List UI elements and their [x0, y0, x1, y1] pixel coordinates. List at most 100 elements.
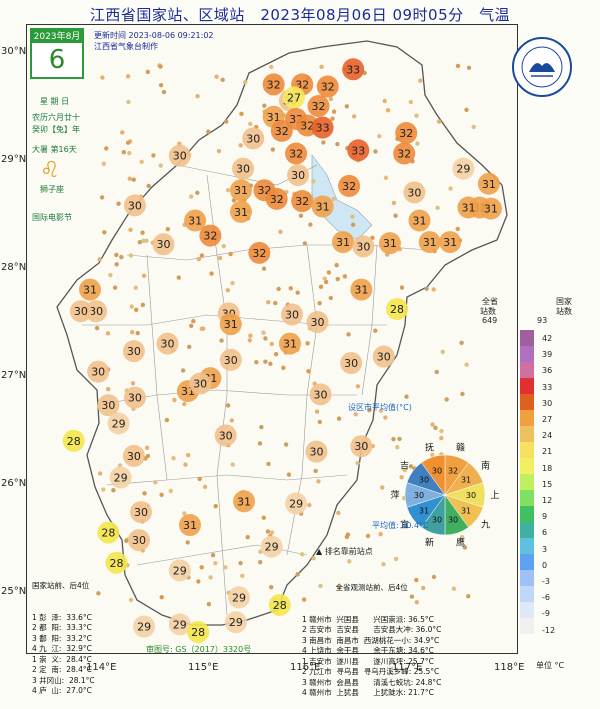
station-circle[interactable]	[85, 300, 108, 323]
station-value: 28	[191, 626, 205, 639]
station-circle[interactable]	[403, 181, 426, 204]
station-circle[interactable]	[283, 86, 306, 109]
station-dot	[112, 285, 118, 290]
station-dot	[286, 472, 292, 477]
legend-swatch	[520, 442, 534, 458]
station-circle[interactable]	[477, 172, 500, 195]
station-circle[interactable]	[265, 187, 288, 210]
map-frame[interactable]: 3332323230322731323232333330323232303030…	[26, 24, 518, 654]
station-circle[interactable]	[122, 340, 145, 363]
station-circle[interactable]	[107, 412, 130, 435]
station-circle[interactable]	[287, 164, 310, 187]
station-circle[interactable]	[242, 127, 265, 150]
station-circle[interactable]	[122, 444, 145, 467]
station-circle[interactable]	[69, 300, 92, 323]
station-circle[interactable]	[439, 231, 462, 254]
station-circle[interactable]	[307, 95, 330, 117]
station-circle[interactable]	[199, 224, 222, 247]
station-circle[interactable]	[350, 435, 373, 458]
station-circle[interactable]	[281, 303, 303, 326]
station-circle[interactable]	[305, 440, 328, 463]
station-circle[interactable]	[316, 75, 339, 98]
station-dot	[295, 572, 300, 577]
station-circle[interactable]	[395, 122, 418, 144]
station-dot	[308, 222, 313, 227]
station-dot	[460, 391, 465, 397]
station-dot	[230, 280, 235, 286]
pie-value: 30	[414, 491, 424, 500]
station-value: 31	[413, 214, 427, 227]
station-circle[interactable]	[268, 593, 291, 616]
station-circle[interactable]	[187, 620, 210, 643]
station-circle[interactable]	[123, 194, 146, 217]
station-circle[interactable]	[87, 360, 110, 383]
station-circle[interactable]	[338, 174, 361, 197]
station-dot	[146, 183, 151, 189]
station-circle[interactable]	[105, 551, 128, 574]
station-circle[interactable]	[393, 142, 416, 165]
station-circle[interactable]	[378, 232, 401, 255]
station-circle[interactable]	[340, 352, 363, 375]
station-circle[interactable]	[248, 241, 271, 264]
station-dot	[144, 445, 150, 451]
legend-swatch	[520, 362, 534, 378]
station-circle[interactable]	[309, 383, 332, 406]
station-circle[interactable]	[219, 348, 242, 371]
station-dot	[382, 98, 387, 104]
station-circle[interactable]	[168, 559, 191, 582]
station-circle[interactable]	[306, 311, 329, 333]
station-circle[interactable]	[152, 233, 175, 256]
station-circle[interactable]	[219, 313, 242, 336]
station-value: 30	[132, 534, 146, 547]
station-circle[interactable]	[350, 278, 373, 301]
station-circle[interactable]	[278, 332, 301, 355]
station-circle[interactable]	[230, 200, 252, 223]
station-circle[interactable]	[168, 144, 191, 167]
station-circle[interactable]	[452, 157, 475, 180]
station-circle[interactable]	[156, 332, 179, 355]
station-circle[interactable]	[408, 209, 431, 232]
station-circle[interactable]	[479, 197, 502, 220]
station-circle[interactable]	[227, 586, 250, 609]
station-circle[interactable]	[418, 231, 441, 254]
station-circle[interactable]	[179, 514, 201, 537]
station-circle[interactable]	[184, 209, 207, 232]
station-circle[interactable]	[224, 611, 247, 634]
station-circle[interactable]	[342, 58, 365, 81]
color-legend	[520, 330, 534, 634]
station-circle[interactable]	[97, 394, 120, 417]
station-circle[interactable]	[62, 429, 85, 452]
station-circle[interactable]	[233, 490, 256, 513]
station-circle[interactable]	[79, 278, 102, 301]
station-circle[interactable]	[285, 492, 308, 515]
station-circle[interactable]	[168, 613, 191, 636]
station-circle[interactable]	[230, 179, 252, 202]
station-circle[interactable]	[347, 139, 370, 162]
station-circle[interactable]	[214, 424, 237, 447]
station-circle[interactable]	[285, 142, 308, 165]
station-circle[interactable]	[291, 190, 314, 213]
station-circle[interactable]	[133, 615, 156, 638]
station-dot	[101, 161, 107, 166]
station-dot	[397, 436, 402, 442]
station-circle[interactable]	[352, 235, 375, 258]
station-circle[interactable]	[97, 521, 120, 544]
station-circle[interactable]	[262, 73, 285, 96]
station-circle[interactable]	[270, 119, 293, 142]
station-circle[interactable]	[386, 298, 409, 321]
station-circle[interactable]	[189, 372, 212, 395]
station-value: 30	[161, 338, 175, 351]
station-circle[interactable]	[128, 529, 150, 552]
station-circle[interactable]	[457, 196, 480, 219]
station-circle[interactable]	[311, 116, 334, 139]
station-circle[interactable]	[332, 231, 354, 254]
station-circle[interactable]	[123, 386, 146, 409]
station-circle[interactable]	[109, 466, 132, 489]
station-circle[interactable]	[372, 345, 395, 368]
station-dot	[314, 409, 320, 414]
station-circle[interactable]	[130, 501, 153, 524]
station-circle[interactable]	[260, 535, 283, 558]
station-circle[interactable]	[232, 157, 255, 180]
station-circle[interactable]	[311, 195, 334, 218]
lat-label-25: 25°N	[1, 586, 27, 597]
